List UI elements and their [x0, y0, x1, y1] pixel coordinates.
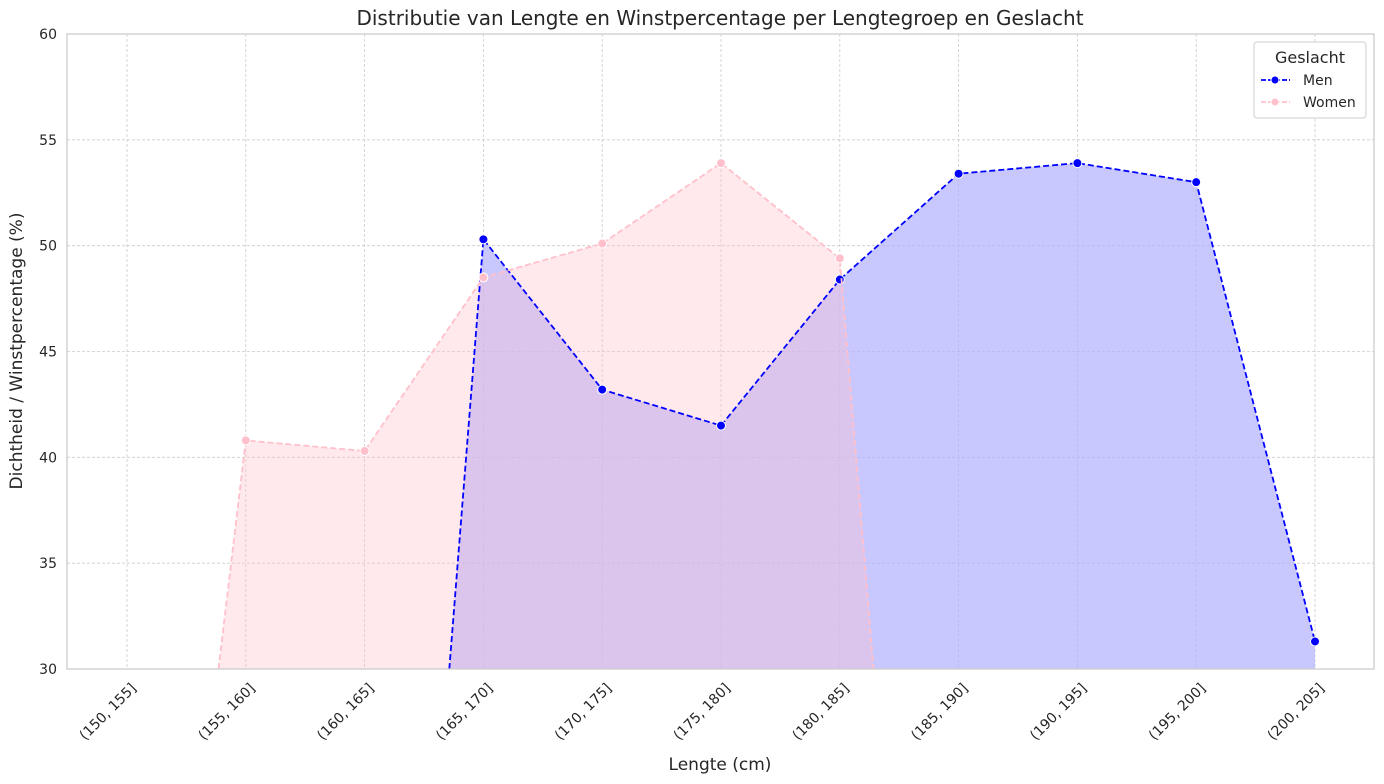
legend-marker-men: [1270, 75, 1280, 85]
x-tick-label: (195, 200]: [1146, 681, 1209, 744]
x-tick-label: (180, 185]: [789, 681, 852, 744]
x-tick-label: (150, 155]: [77, 681, 140, 744]
x-tick-label: (185, 190]: [908, 681, 971, 744]
legend: Geslacht Men Women: [1253, 41, 1367, 119]
x-tick-label: (155, 160]: [195, 681, 258, 744]
point-men: [597, 384, 608, 395]
legend-entry-women: Women: [1261, 95, 1356, 111]
legend-label-men: Men: [1303, 73, 1333, 89]
x-tick-label: (190, 195]: [1027, 681, 1090, 744]
area-women: [218, 163, 874, 669]
y-tick-label: 30: [39, 662, 57, 678]
x-axis-label: Lengte (cm): [669, 755, 772, 775]
point-men: [1072, 158, 1083, 169]
point-men: [478, 234, 489, 245]
x-tick-label: (175, 180]: [671, 681, 734, 744]
legend-box: [1253, 41, 1367, 119]
series-areas: [218, 163, 1315, 669]
y-tick-label: 55: [39, 133, 57, 149]
point-women: [359, 445, 370, 456]
plot-frame: [66, 33, 1375, 670]
x-tick-label: (200, 205]: [1265, 681, 1328, 744]
point-men: [953, 168, 964, 179]
point-women: [597, 238, 608, 249]
chart-title: Distributie van Lengte en Winstpercentag…: [356, 6, 1083, 30]
series-lines: [217, 158, 1320, 670]
point-women: [240, 435, 251, 446]
line-women: [217, 161, 875, 670]
point-men: [716, 420, 726, 431]
point-women: [834, 253, 845, 264]
x-tick-label: (170, 175]: [552, 681, 615, 744]
y-tick-label: 60: [39, 27, 57, 43]
legend-entry-men: Men: [1261, 73, 1333, 89]
point-women: [478, 272, 489, 283]
area-men: [449, 163, 1315, 669]
x-tick-label: (165, 170]: [433, 681, 496, 744]
y-tick-label: 40: [39, 450, 57, 466]
y-axis-label: Dichtheid / Winstpercentage (%): [7, 213, 27, 490]
point-women: [716, 158, 726, 169]
legend-title: Geslacht: [1275, 48, 1345, 67]
legend-marker-women: [1270, 97, 1280, 107]
y-tick-label: 50: [39, 239, 57, 255]
y-tick-label: 35: [39, 556, 57, 572]
point-men: [1191, 177, 1202, 188]
y-tick-label: 45: [39, 345, 57, 361]
legend-label-women: Women: [1303, 95, 1356, 111]
point-men: [1310, 636, 1320, 647]
x-tick-label: (160, 165]: [314, 681, 377, 744]
point-men: [834, 274, 845, 285]
